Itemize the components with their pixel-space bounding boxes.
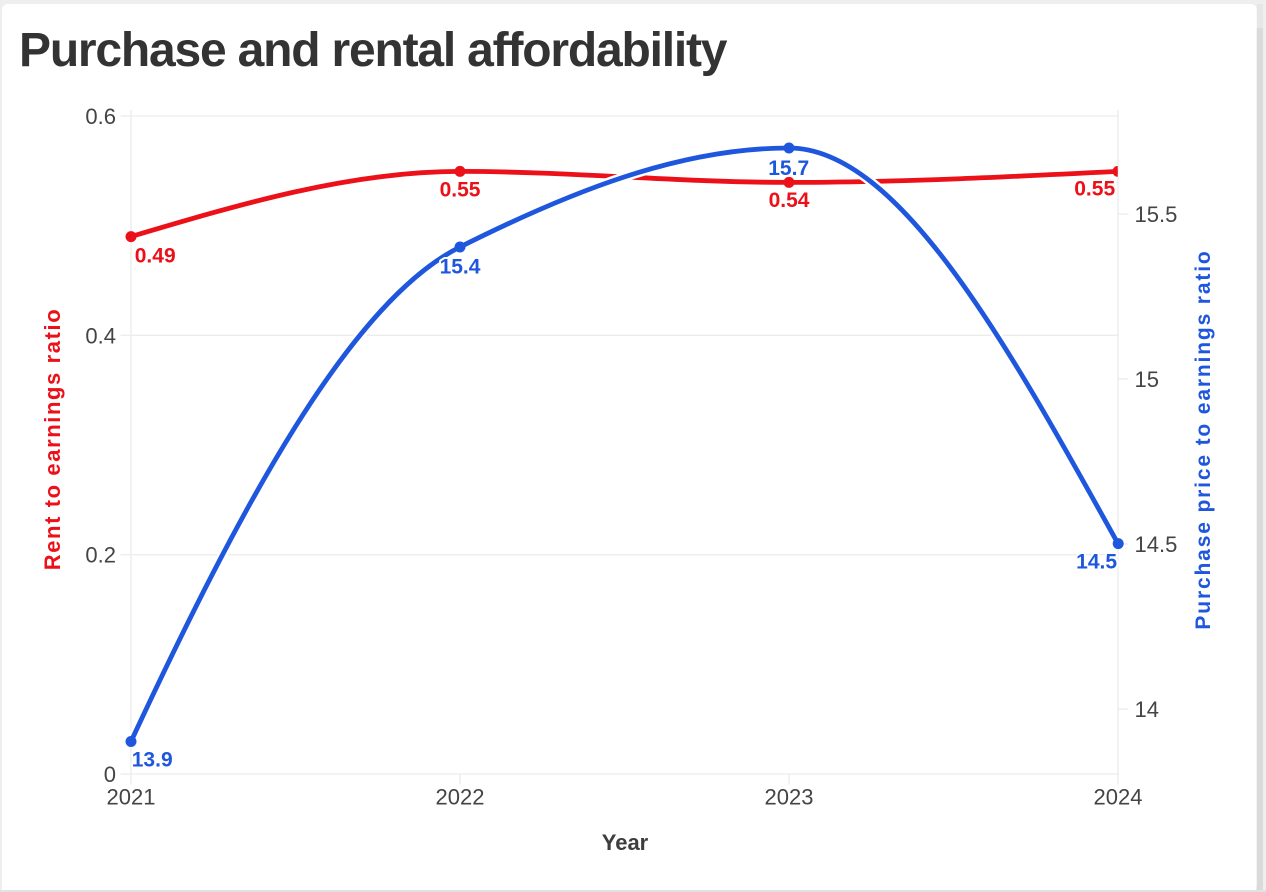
svg-text:0.6: 0.6 (85, 104, 116, 129)
svg-text:Rent to earnings ratio: Rent to earnings ratio (40, 308, 65, 571)
svg-text:0: 0 (104, 762, 116, 787)
svg-text:0.55: 0.55 (1074, 178, 1115, 201)
svg-text:15.5: 15.5 (1135, 202, 1178, 227)
svg-text:13.9: 13.9 (132, 748, 173, 771)
svg-text:Purchase price to earnings rat: Purchase price to earnings ratio (1192, 249, 1215, 629)
svg-text:2022: 2022 (436, 785, 485, 810)
svg-text:14: 14 (1135, 697, 1159, 722)
svg-text:0.49: 0.49 (135, 245, 176, 268)
svg-text:0.55: 0.55 (440, 179, 481, 202)
svg-text:0.2: 0.2 (85, 543, 116, 568)
svg-text:2023: 2023 (765, 785, 814, 810)
svg-text:15.7: 15.7 (768, 157, 809, 180)
svg-text:0.54: 0.54 (769, 189, 810, 212)
svg-text:Year: Year (602, 830, 649, 855)
svg-text:14.5: 14.5 (1076, 551, 1117, 574)
svg-text:2024: 2024 (1094, 785, 1143, 810)
svg-text:0.4: 0.4 (85, 323, 116, 348)
svg-text:Purchase and rental affordabil: Purchase and rental affordability (19, 24, 728, 77)
svg-text:15.4: 15.4 (440, 256, 481, 279)
svg-text:2021: 2021 (107, 785, 156, 810)
svg-text:14.5: 14.5 (1135, 532, 1178, 557)
svg-text:15: 15 (1135, 367, 1159, 392)
